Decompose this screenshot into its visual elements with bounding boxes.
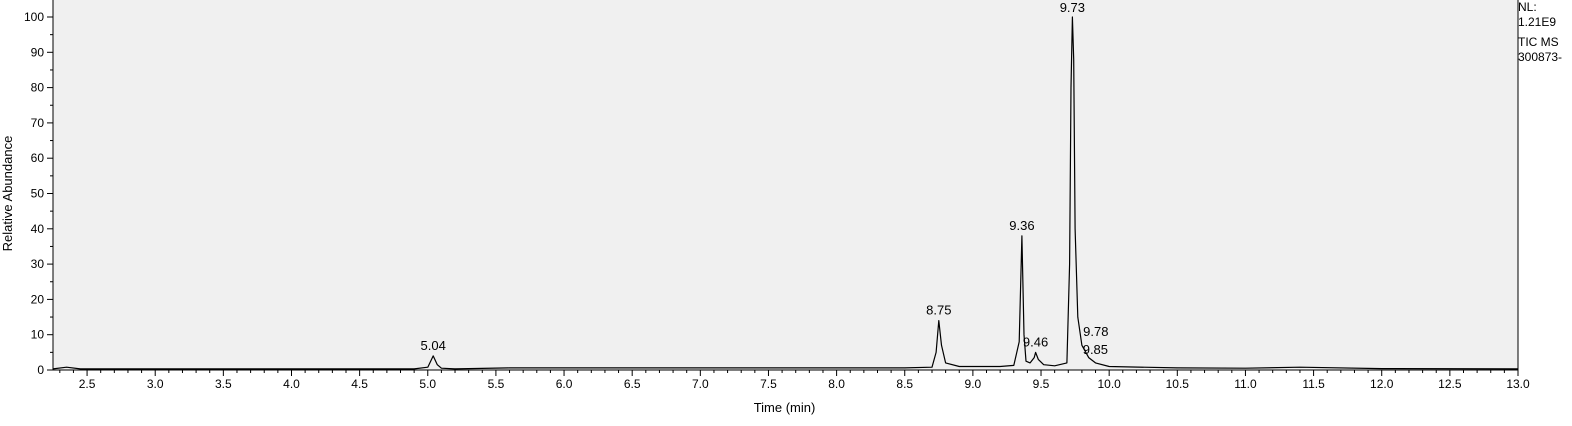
peak-label: 5.04: [421, 338, 446, 353]
x-tick-label: 5.0: [419, 377, 436, 391]
x-tick-label: 8.0: [828, 377, 845, 391]
x-tick-label: 12.0: [1370, 377, 1394, 391]
y-tick-label: 30: [31, 257, 45, 271]
x-tick-label: 10.5: [1166, 377, 1190, 391]
y-tick-label: 20: [31, 292, 45, 306]
y-tick-label: 70: [31, 116, 45, 130]
x-tick-label: 11.0: [1234, 377, 1257, 391]
y-tick-label: 100: [24, 10, 44, 24]
peak-label: 9.36: [1009, 218, 1034, 233]
x-tick-label: 8.5: [896, 377, 913, 391]
file-label: 300873-: [1518, 50, 1563, 64]
tic-trace-series: [52, 16, 1519, 370]
peak-label: 9.85: [1083, 342, 1108, 357]
x-tick-label: 11.5: [1302, 377, 1325, 391]
nl-label: NL:: [1518, 0, 1537, 14]
x-tick-label: 6.0: [556, 377, 573, 391]
x-tick-label: 13.0: [1506, 377, 1530, 391]
y-axis-title: Relative Abundance: [0, 136, 15, 252]
y-tick-label: 60: [31, 151, 45, 165]
y-tick-label: 40: [31, 222, 45, 236]
x-tick-label: 2.5: [79, 377, 96, 391]
plot-area: [53, 0, 1518, 370]
x-tick-label: 3.0: [147, 377, 164, 391]
y-tick-label: 10: [31, 328, 45, 342]
x-tick-label: 3.5: [215, 377, 232, 391]
x-tick-label: 7.5: [760, 377, 777, 391]
peak-label: 9.46: [1023, 334, 1048, 349]
y-tick-label: 90: [31, 45, 45, 59]
peak-label: 9.73: [1060, 0, 1085, 15]
y-tick-label: 0: [37, 363, 44, 377]
x-axis-title: Time (min): [754, 400, 816, 415]
x-tick-label: 4.0: [283, 377, 300, 391]
nl-value: 1.21E9: [1518, 15, 1557, 29]
x-tick-label: 9.0: [965, 377, 982, 391]
y-tick-label: 50: [31, 187, 45, 201]
x-tick-label: 12.5: [1438, 377, 1462, 391]
x-tick-label: 10.0: [1097, 377, 1121, 391]
x-tick-label: 9.5: [1033, 377, 1050, 391]
peak-label: 9.78: [1083, 324, 1108, 339]
x-tick-label: 7.0: [692, 377, 709, 391]
x-tick-label: 5.5: [488, 377, 505, 391]
x-tick-label: 4.5: [351, 377, 368, 391]
y-tick-label: 80: [31, 81, 45, 95]
x-tick-label: 6.5: [624, 377, 641, 391]
scan-label: TIC MS: [1518, 35, 1559, 49]
peak-label: 8.75: [926, 303, 951, 318]
